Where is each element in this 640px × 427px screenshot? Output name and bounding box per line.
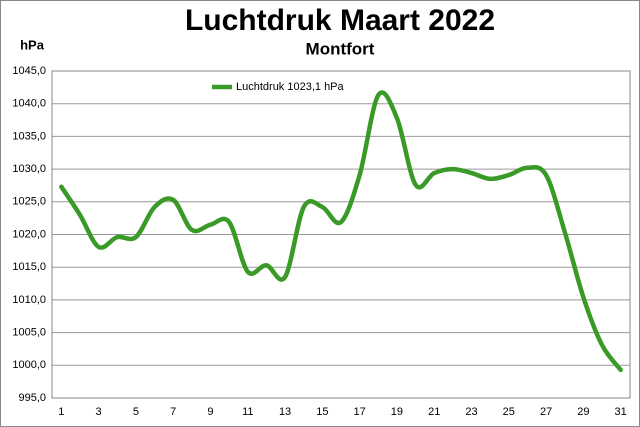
y-tick-label: 1010,0 (12, 294, 46, 306)
x-tick-label: 15 (316, 406, 328, 418)
y-tick-label: 1020,0 (12, 228, 46, 240)
x-tick-label: 25 (503, 406, 515, 418)
data-line (59, 90, 623, 373)
x-tick-label: 3 (96, 406, 102, 418)
x-tick-label: 11 (242, 406, 253, 418)
x-tick-label: 21 (428, 406, 440, 418)
x-tick-label: 5 (133, 406, 139, 418)
x-tick-label: 31 (615, 406, 627, 418)
y-tick-label: 995,0 (18, 392, 46, 404)
x-tick-label: 27 (540, 406, 552, 418)
x-tick-label: 17 (354, 406, 366, 418)
y-tick-label: 1000,0 (12, 359, 46, 371)
y-axis-label: hPa (20, 37, 45, 52)
chart-title: Luchtdruk Maart 2022 (185, 4, 495, 37)
x-tick-label: 1 (58, 406, 64, 418)
chart-subtitle: Montfort (306, 39, 375, 58)
x-tick-label: 19 (391, 406, 403, 418)
y-tick-label: 1005,0 (12, 327, 46, 339)
y-tick-label: 1030,0 (12, 163, 46, 175)
y-tick-label: 1025,0 (12, 196, 46, 208)
x-tick-label: 9 (207, 406, 213, 418)
y-tick-label: 1040,0 (12, 98, 46, 110)
x-tick-label: 7 (170, 406, 176, 418)
legend-label: Luchtdruk 1023,1 hPa (236, 81, 345, 93)
x-tick-label: 23 (465, 406, 477, 418)
x-tick-label: 29 (577, 406, 589, 418)
x-tick-label: 13 (279, 406, 291, 418)
y-tick-label: 1015,0 (12, 261, 46, 273)
plot-area (51, 70, 631, 399)
y-tick-label: 1045,0 (12, 65, 46, 77)
y-tick-label: 1035,0 (12, 130, 46, 142)
